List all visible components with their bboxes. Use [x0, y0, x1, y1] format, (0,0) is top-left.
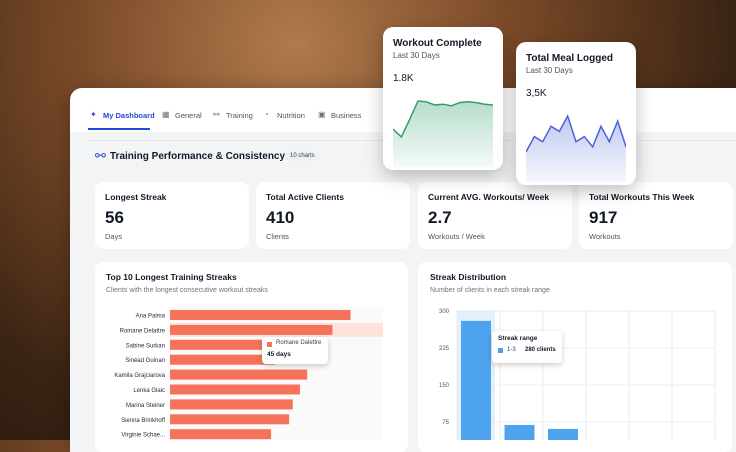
nav-tab[interactable]: General [175, 111, 202, 120]
y-tick-label: 300 [439, 309, 450, 315]
stat-label: Total Workouts This Week [589, 192, 695, 202]
section-title: Training Performance & Consistency [110, 151, 286, 162]
popup-title: Workout Complete [393, 38, 482, 49]
category-label: Marina Steiner [126, 403, 165, 409]
bar [504, 424, 535, 440]
tab-icon: ◔ [264, 110, 269, 119]
bar [461, 320, 491, 440]
tooltip-category: 1-3 [507, 347, 516, 353]
tooltip-value: 45 days [267, 351, 291, 358]
sparkline-area [393, 101, 493, 167]
stat-value: 410 [266, 208, 295, 227]
popup-subtitle: Last 30 Days [526, 66, 573, 75]
category-label: Lenka Glaic [133, 388, 165, 394]
popup-subtitle: Last 30 Days [393, 51, 440, 60]
stat-card [579, 182, 733, 249]
nav-tab[interactable]: My Dashboard [103, 111, 155, 120]
popup-value: 1.8K [393, 73, 414, 84]
sparkline-area [526, 116, 626, 182]
section-icon: ⚯ [95, 148, 106, 163]
bar [170, 429, 272, 440]
tooltip-value: 280 clients [525, 347, 556, 353]
bar [170, 384, 300, 395]
distribution-chart: 75 150 225 300 [439, 309, 716, 440]
tab-icon: ✦ [90, 110, 97, 119]
nav-tab[interactable]: Training [226, 111, 253, 120]
tab-icon: ▣ [318, 110, 326, 119]
category-label: Sienna Brinkhoff [121, 418, 165, 424]
bar [170, 339, 290, 350]
stat-value: 2.7 [428, 208, 452, 227]
chart-title: Top 10 Longest Training Streaks [106, 272, 237, 282]
category-label: Kamila Grajciarova [114, 373, 165, 379]
category-label: Ana Palma [136, 314, 166, 320]
stat-card [256, 182, 410, 249]
chart-subtitle: Number of clients in each streak range [430, 287, 550, 294]
bar [548, 428, 578, 440]
nav-tab[interactable]: Business [331, 111, 362, 120]
stat-unit: Workouts / Week [428, 232, 485, 241]
stat-unit: Days [105, 232, 123, 241]
sparkline-line [393, 100, 493, 139]
section-badge: 10 charts [285, 151, 320, 161]
y-tick-label: 225 [439, 346, 450, 352]
popup-value: 3,5K [526, 88, 547, 99]
active-tab-indicator [88, 128, 150, 130]
stat-unit: Workouts [589, 232, 621, 241]
bar [170, 324, 333, 335]
bar [170, 399, 293, 410]
category-label: Virginie Schae... [121, 433, 165, 439]
category-label: Sabine Surkan [126, 343, 165, 349]
bar [170, 414, 290, 425]
popup-title: Total Meal Logged [526, 53, 614, 64]
stat-value: 56 [105, 208, 124, 227]
tooltip-title: Streak range [498, 335, 538, 342]
streaks-chart: Ana Palma Romane Delattre Sabine Surkan Sin… [114, 307, 383, 440]
bar [170, 369, 308, 380]
stat-unit: Clients [266, 232, 289, 241]
y-tick-label: 75 [442, 420, 449, 426]
nav-tab[interactable]: Nutrition [277, 111, 305, 120]
tooltip-swatch [267, 342, 272, 347]
tooltip-swatch [498, 348, 503, 353]
stat-card [95, 182, 249, 249]
stat-value: 917 [589, 208, 618, 227]
sparkline [526, 114, 626, 182]
chart-title: Streak Distribution [430, 272, 507, 282]
bar [170, 310, 351, 320]
tooltip [262, 337, 328, 364]
tooltip [492, 331, 562, 363]
tab-icon: ⚯ [213, 110, 220, 119]
y-tick-label: 150 [439, 383, 450, 389]
chart-subtitle: Clients with the longest consecutive wor… [106, 287, 268, 294]
stat-label: Current AVG. Workouts/ Week [428, 192, 550, 202]
category-label: Romane Delattre [120, 328, 166, 334]
bar [170, 354, 275, 365]
stat-card [418, 182, 572, 249]
stat-label: Longest Streak [105, 192, 167, 202]
tooltip-name: Romane Dalettre [276, 340, 322, 346]
sparkline [393, 100, 493, 167]
stat-label: Total Active Clients [266, 192, 344, 202]
category-label: Sinéad Guinan [125, 358, 165, 364]
tab-icon: ▦ [162, 110, 170, 119]
sparkline-line [526, 114, 626, 153]
